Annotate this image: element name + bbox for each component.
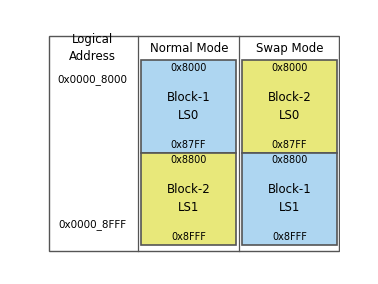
Text: Block-2
LS0: Block-2 LS0 — [268, 91, 311, 122]
Text: Swap Mode: Swap Mode — [256, 42, 323, 55]
Text: Normal Mode: Normal Mode — [150, 42, 229, 55]
Bar — [141, 153, 236, 245]
Text: 0x0000_8FFF: 0x0000_8FFF — [59, 219, 127, 230]
Text: Block-1
LS0: Block-1 LS0 — [167, 91, 211, 122]
Text: 0x8000: 0x8000 — [271, 63, 308, 73]
Text: 0x8000: 0x8000 — [170, 63, 207, 73]
Text: 0x8800: 0x8800 — [271, 155, 308, 165]
Text: 0x8FFF: 0x8FFF — [171, 232, 206, 243]
Bar — [141, 60, 236, 153]
Bar — [242, 60, 337, 153]
Text: 0x87FF: 0x87FF — [272, 140, 307, 150]
Text: Block-2
LS1: Block-2 LS1 — [167, 183, 211, 214]
Text: 0x8FFF: 0x8FFF — [272, 232, 307, 243]
Text: 0x0000_8000: 0x0000_8000 — [58, 74, 128, 85]
Text: 0x8800: 0x8800 — [170, 155, 207, 165]
Text: 0x87FF: 0x87FF — [171, 140, 206, 150]
Text: Logical
Address: Logical Address — [69, 33, 116, 63]
Text: Block-1
LS1: Block-1 LS1 — [268, 183, 311, 214]
Bar — [242, 153, 337, 245]
